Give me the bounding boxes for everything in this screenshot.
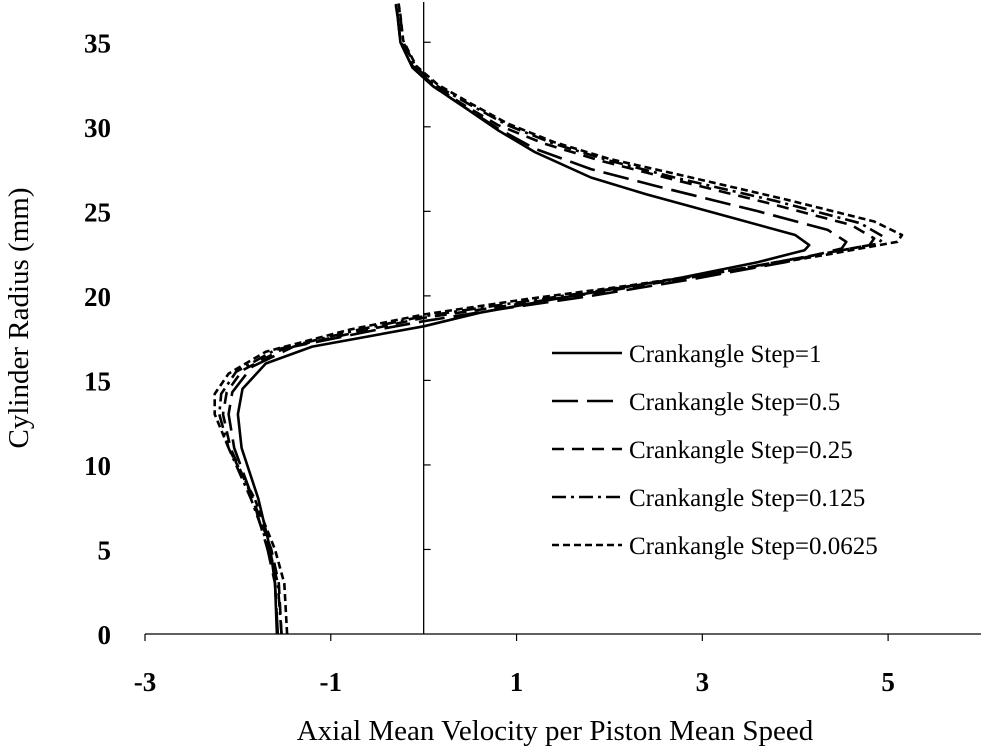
series-lines: [213, 3, 904, 635]
y-axis-title: Cylinder Radius (mm): [3, 188, 35, 449]
x-tick-label: 5: [881, 667, 895, 697]
y-tick-label: 20: [84, 282, 111, 312]
x-tick-label: -1: [320, 667, 343, 697]
legend: Crankangle Step=1 Crankangle Step=0.5 Cran…: [552, 341, 878, 560]
y-tick-label: 15: [84, 366, 111, 396]
x-tick-label: -3: [134, 667, 157, 697]
legend-label-4: Crankangle Step=0.125: [629, 485, 865, 512]
y-tick-label: 35: [84, 28, 111, 58]
series-line-4: [218, 4, 885, 635]
legend-label-2: Crankangle Step=0.5: [629, 389, 840, 416]
y-tick-label: 5: [98, 535, 112, 565]
series-line-5: [213, 3, 904, 635]
tick-marks: [144, 41, 889, 641]
legend-label-3: Crankangle Step=0.25: [629, 437, 853, 464]
legend-label-1: Crankangle Step=1: [629, 341, 822, 368]
y-tick-label: 0: [98, 620, 112, 650]
y-tick-label: 25: [84, 197, 111, 227]
y-tick-label: 30: [84, 113, 111, 143]
x-tick-label: 3: [696, 667, 710, 697]
x-tick-label: 1: [510, 667, 524, 697]
x-axis-title: Axial Mean Velocity per Piston Mean Spee…: [297, 715, 814, 747]
legend-label-5: Crankangle Step=0.0625: [629, 533, 878, 560]
y-tick-label: 10: [84, 451, 111, 481]
